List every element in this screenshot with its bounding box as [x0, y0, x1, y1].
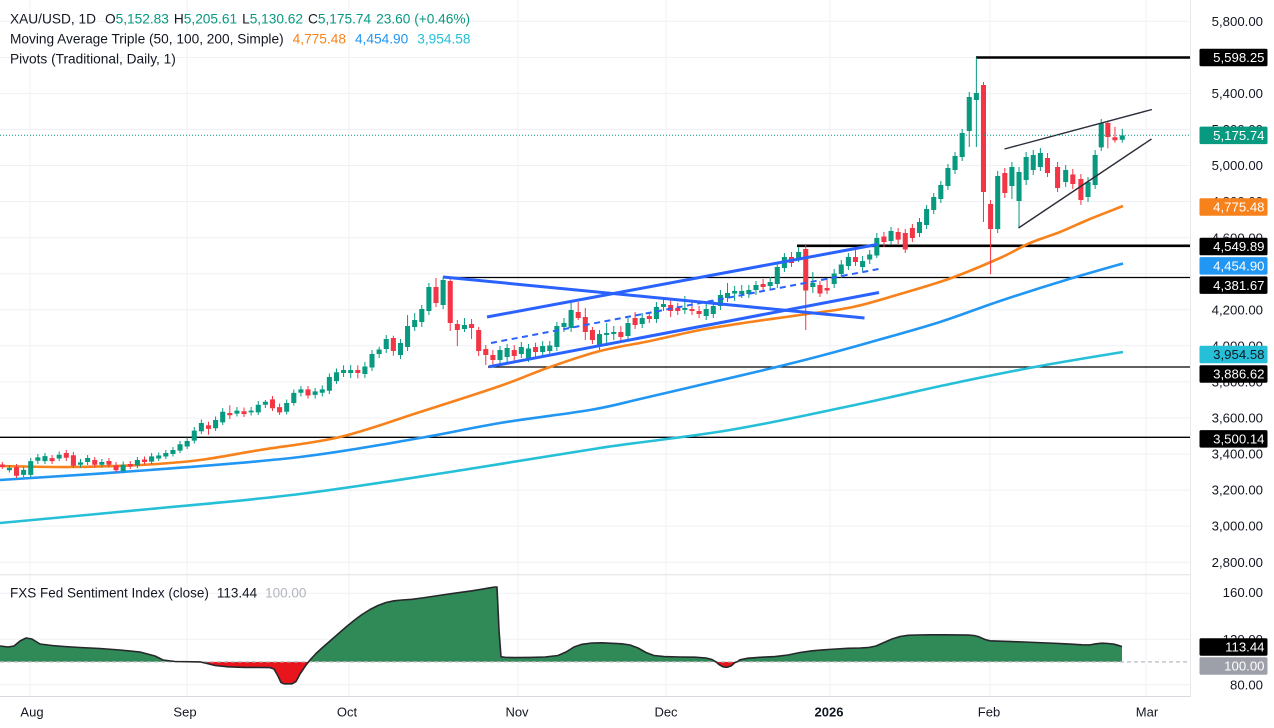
- svg-text:Aug: Aug: [20, 705, 43, 720]
- svg-text:Feb: Feb: [978, 705, 1000, 720]
- svg-text:5,800.00: 5,800.00: [1212, 14, 1263, 29]
- svg-text:100.00: 100.00: [1224, 659, 1264, 674]
- svg-text:80.00: 80.00: [1230, 677, 1263, 692]
- svg-text:Sep: Sep: [173, 705, 196, 720]
- svg-text:5,598.25: 5,598.25: [1213, 50, 1264, 65]
- svg-text:Moving Average Triple (50, 100: Moving Average Triple (50, 100, 200, Sim…: [10, 32, 471, 47]
- svg-text:4,454.90: 4,454.90: [1213, 258, 1264, 273]
- svg-text:160.00: 160.00: [1223, 585, 1263, 600]
- svg-text:5,400.00: 5,400.00: [1212, 86, 1263, 101]
- svg-text:Pivots (Traditional, Daily, 1): Pivots (Traditional, Daily, 1): [10, 52, 176, 67]
- svg-text:Dec: Dec: [654, 705, 678, 720]
- svg-text:3,500.14: 3,500.14: [1213, 431, 1264, 446]
- svg-text:113.44: 113.44: [1225, 640, 1264, 655]
- svg-text:4,775.48: 4,775.48: [1213, 200, 1264, 215]
- svg-text:3,600.00: 3,600.00: [1212, 411, 1263, 426]
- svg-text:Nov: Nov: [505, 705, 529, 720]
- svg-text:4,381.67: 4,381.67: [1213, 278, 1264, 293]
- svg-text:4,549.89: 4,549.89: [1213, 239, 1264, 254]
- svg-text:Oct: Oct: [337, 705, 358, 720]
- svg-text:5,000.00: 5,000.00: [1212, 158, 1263, 173]
- svg-text:4,200.00: 4,200.00: [1212, 302, 1263, 317]
- svg-text:3,000.00: 3,000.00: [1212, 519, 1263, 534]
- svg-text:Mar: Mar: [1136, 705, 1159, 720]
- svg-text:5,175.74: 5,175.74: [1213, 128, 1264, 143]
- svg-text:3,954.58: 3,954.58: [1213, 347, 1264, 362]
- svg-text:2026: 2026: [815, 705, 844, 720]
- svg-text:FXS Fed Sentiment Index (close: FXS Fed Sentiment Index (close) 113.44 100…: [10, 586, 306, 601]
- svg-text:2,800.00: 2,800.00: [1212, 555, 1263, 570]
- svg-text:3,400.00: 3,400.00: [1212, 447, 1263, 462]
- svg-text:3,200.00: 3,200.00: [1212, 483, 1263, 498]
- svg-text:3,886.62: 3,886.62: [1213, 367, 1264, 382]
